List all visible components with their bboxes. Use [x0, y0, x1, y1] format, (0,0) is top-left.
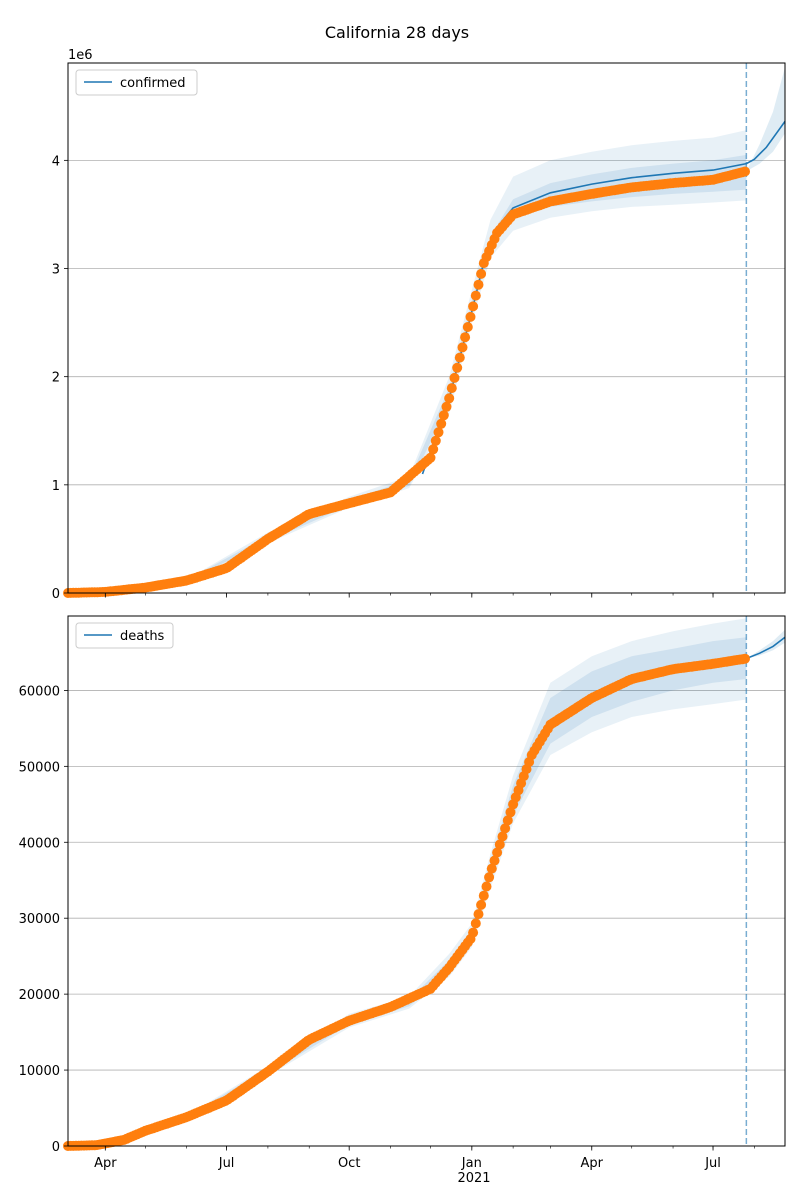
- legend-label: confirmed: [120, 76, 186, 91]
- observed-point: [502, 815, 513, 826]
- observed-point: [457, 342, 468, 353]
- observed-point: [484, 872, 495, 883]
- y-tick-label: 10000: [19, 1064, 60, 1079]
- observed-point: [430, 435, 441, 446]
- observed-point: [454, 352, 465, 363]
- x-tick-label: Jan: [461, 1156, 482, 1171]
- observed-point: [481, 881, 492, 892]
- model-series-line: [746, 636, 786, 660]
- observed-point: [470, 290, 481, 301]
- observed-point: [425, 452, 436, 463]
- x-tick-label: Apr: [94, 1156, 117, 1171]
- observed-point: [740, 653, 750, 664]
- legend: confirmed: [75, 69, 198, 96]
- observed-point: [446, 383, 457, 394]
- observed-point: [441, 401, 452, 412]
- observed-point: [465, 311, 476, 322]
- y-tick-label: 4: [52, 154, 60, 169]
- observed-point: [494, 839, 505, 850]
- panel-confirmed: 0 1 2 3 4 1e6 confirmed: [52, 48, 786, 602]
- legend: deaths: [75, 622, 174, 649]
- y-tick-label: 20000: [19, 988, 60, 1003]
- observed-point: [500, 823, 511, 834]
- observed-point: [438, 410, 449, 421]
- y-axis-ticks: 0 1 2 3 4: [52, 154, 68, 602]
- y-tick-label: 60000: [19, 684, 60, 699]
- observed-point: [470, 918, 481, 929]
- axes-frame: [67, 615, 786, 1147]
- y-gridlines: [68, 159, 785, 486]
- axes-frame: [67, 62, 786, 594]
- x-tick-label: Oct: [338, 1156, 360, 1171]
- observed-point: [468, 301, 479, 312]
- panel-deaths: 0 10000 20000 30000 40000 50000 60000 Apr Jul Oc…: [19, 615, 786, 1186]
- forecast-band: [746, 67, 785, 172]
- observed-point: [452, 362, 463, 373]
- uncertainty-bands: [186, 618, 785, 1119]
- y-tick-label: 2: [52, 371, 60, 386]
- x-tick-label: Jul: [704, 1156, 721, 1171]
- y-tick-label: 40000: [19, 836, 60, 851]
- inner-band: [186, 154, 747, 582]
- observed-point: [433, 427, 444, 438]
- inner-band: [186, 637, 747, 1118]
- observed-point: [468, 927, 479, 938]
- y-tick-label: 50000: [19, 760, 60, 775]
- observed-point: [473, 279, 484, 290]
- observed-points: [63, 166, 750, 598]
- observed-point: [486, 863, 497, 874]
- y-tick-label: 0: [52, 1140, 60, 1155]
- outer-band: [186, 130, 747, 582]
- x-axis-ticks: [104, 593, 755, 598]
- outer-band: [186, 618, 747, 1119]
- uncertainty-bands: [186, 67, 785, 582]
- y-tick-label: 0: [52, 587, 60, 602]
- model-line: [746, 636, 786, 660]
- y-axis-ticks: 0 10000 20000 30000 40000 50000 60000: [19, 684, 68, 1155]
- observed-point: [449, 372, 460, 383]
- observed-point: [476, 268, 487, 279]
- observed-point: [497, 831, 508, 842]
- observed-point: [436, 418, 447, 429]
- observed-point: [740, 166, 750, 177]
- legend-label: deaths: [120, 629, 165, 644]
- y-tick-label: 1: [52, 479, 60, 494]
- forecast-band: [746, 629, 785, 659]
- y-tick-label: 3: [52, 263, 60, 278]
- x-axis-ticks: Apr Jul Oct Jan Apr Jul: [94, 1146, 755, 1171]
- observed-point: [476, 899, 487, 910]
- y-offset-label: 1e6: [68, 48, 93, 63]
- observed-point: [478, 890, 489, 901]
- observed-point: [473, 909, 484, 920]
- x-tick-label: Jul: [218, 1156, 235, 1171]
- x-year-label: 2021: [457, 1171, 490, 1186]
- y-gridlines: [68, 690, 785, 1071]
- observed-point: [460, 332, 471, 343]
- observed-point: [428, 444, 439, 455]
- x-tick-label: Apr: [581, 1156, 604, 1171]
- observed-point: [505, 807, 516, 818]
- observed-points: [63, 653, 750, 1151]
- y-tick-label: 30000: [19, 912, 60, 927]
- chart-title: California 28 days: [325, 23, 469, 42]
- observed-point: [462, 322, 473, 332]
- observed-point: [489, 855, 500, 866]
- observed-point: [492, 847, 503, 858]
- observed-point: [444, 393, 455, 404]
